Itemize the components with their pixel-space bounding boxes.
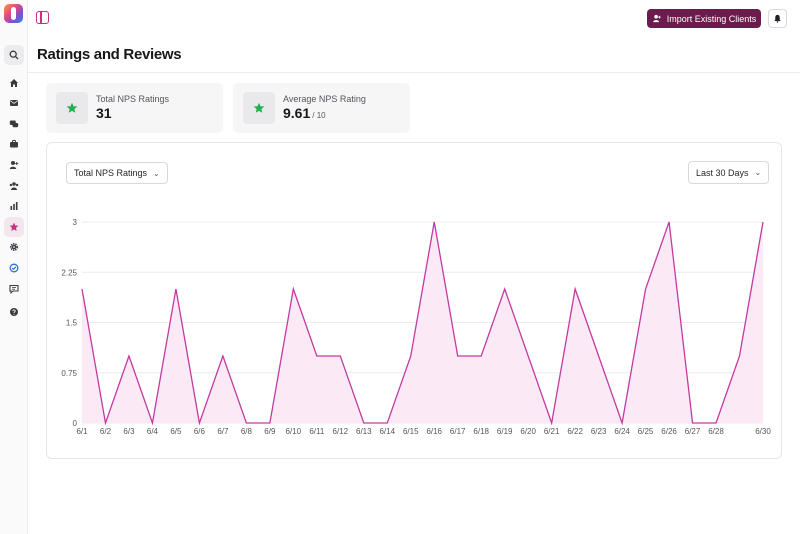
briefcase-icon	[10, 140, 18, 148]
sidebar-item-services[interactable]	[4, 134, 24, 154]
chat-bubbles-icon	[9, 120, 19, 128]
average-nps-rating-card: Average NPS Rating 9.61/ 10	[233, 83, 410, 133]
x-tick-label: 6/18	[473, 427, 489, 436]
x-tick-label: 6/20	[520, 427, 536, 436]
user-add-icon	[652, 14, 661, 23]
app-logo[interactable]	[4, 4, 23, 23]
sidebar	[0, 0, 28, 534]
star-icon	[253, 102, 265, 113]
x-tick-label: 6/30	[755, 427, 771, 436]
bar-chart-icon	[10, 202, 18, 210]
sidebar-item-settings[interactable]	[4, 237, 24, 257]
x-tick-label: 6/26	[661, 427, 677, 436]
x-tick-label: 6/4	[147, 427, 159, 436]
search-button[interactable]	[4, 45, 24, 65]
x-tick-label: 6/7	[217, 427, 229, 436]
import-existing-clients-button[interactable]: Import Existing Clients	[647, 9, 761, 28]
date-range-select[interactable]: Last 30 Days ⌄	[688, 161, 770, 184]
x-tick-label: 6/25	[638, 427, 654, 436]
sidebar-item-reports[interactable]	[4, 196, 24, 216]
y-tick-label: 3	[73, 218, 78, 227]
y-tick-label: 1.5	[66, 319, 78, 328]
search-icon	[9, 50, 19, 60]
gear-icon	[9, 242, 19, 252]
header-divider	[28, 72, 800, 73]
ratings-chart-panel: 0 0.75 1.5 2.25 3 6/1 6/2 6/3 6/4 6/5 6/6 6/7 6/8 6/9…	[46, 142, 782, 459]
total-nps-ratings-card: Total NPS Ratings 31	[46, 83, 223, 133]
help-icon	[10, 308, 18, 316]
sidebar-item-help[interactable]	[4, 302, 24, 322]
import-button-label: Import Existing Clients	[666, 13, 757, 24]
x-tick-label: 6/12	[333, 427, 349, 436]
sidebar-toggle-icon[interactable]	[36, 11, 49, 24]
series-line	[81, 221, 764, 426]
x-tick-label: 6/24	[614, 427, 630, 436]
x-tick-label: 6/8	[241, 427, 253, 436]
x-tick-label: 6/10	[286, 427, 302, 436]
sidebar-item-feedback[interactable]	[4, 279, 24, 299]
stat-icon-box	[56, 92, 88, 124]
star-icon	[66, 102, 78, 113]
notifications-button[interactable]	[768, 9, 787, 28]
chevron-down-icon: ⌄	[754, 168, 762, 177]
chevron-down-icon: ⌄	[153, 168, 160, 178]
metric-select[interactable]: Total NPS Ratings ⌄	[66, 162, 168, 184]
x-tick-label: 6/6	[194, 427, 206, 436]
x-tick-label: 6/11	[309, 427, 325, 436]
stat-value: 9.61/ 10	[283, 105, 326, 121]
x-tick-label: 6/5	[170, 427, 182, 436]
x-tick-label: 6/19	[497, 427, 513, 436]
sidebar-item-tasks[interactable]	[4, 258, 24, 278]
x-tick-label: 6/16	[426, 427, 442, 436]
sidebar-item-ratings[interactable]	[4, 217, 24, 237]
stat-label: Average NPS Rating	[283, 94, 366, 104]
sidebar-item-inbox[interactable]	[4, 93, 24, 113]
home-icon	[10, 79, 18, 87]
page-title: Ratings and Reviews	[37, 46, 182, 63]
date-range-select-value: Last 30 Days	[696, 167, 749, 178]
x-tick-label: 6/1	[76, 427, 88, 436]
sidebar-item-clients[interactable]	[4, 176, 24, 196]
x-tick-label: 6/21	[544, 427, 560, 436]
y-tick-label: 0	[73, 419, 78, 428]
check-circle-icon	[9, 263, 19, 273]
ratings-chart: 0 0.75 1.5 2.25 3 6/1 6/2 6/3 6/4 6/5 6/6 6/7 6/8 6/9…	[61, 218, 771, 436]
stat-label: Total NPS Ratings	[96, 94, 170, 104]
sidebar-item-contacts[interactable]	[4, 155, 24, 175]
average-value: 9.61	[283, 105, 311, 121]
stat-icon-box	[243, 92, 275, 124]
bell-icon	[774, 14, 781, 23]
x-tick-label: 6/15	[403, 427, 419, 436]
x-tick-label: 6/9	[264, 427, 276, 436]
x-tick-label: 6/3	[123, 427, 135, 436]
x-tick-label: 6/13	[356, 427, 372, 436]
x-tick-label: 6/17	[450, 427, 466, 436]
metric-select-value: Total NPS Ratings	[74, 168, 148, 178]
x-tick-label: 6/14	[379, 427, 395, 436]
stat-value: 31	[96, 105, 112, 121]
y-tick-label: 0.75	[61, 369, 77, 378]
series-area	[82, 222, 763, 423]
sidebar-item-conversations[interactable]	[4, 114, 24, 134]
user-add-icon	[9, 161, 19, 169]
top-bar: Import Existing Clients	[28, 0, 800, 36]
x-tick-label: 6/2	[100, 427, 112, 436]
average-suffix: / 10	[312, 111, 326, 120]
x-tick-label: 6/23	[591, 427, 607, 436]
sidebar-item-home[interactable]	[4, 73, 24, 93]
total-value: 31	[96, 105, 112, 121]
message-icon	[9, 284, 19, 294]
x-tick-label: 6/27	[685, 427, 701, 436]
star-icon	[9, 222, 19, 231]
mail-icon	[10, 100, 18, 106]
users-icon	[9, 182, 19, 190]
x-tick-label: 6/22	[567, 427, 583, 436]
x-tick-label: 6/28	[708, 427, 724, 436]
y-tick-label: 2.25	[61, 268, 77, 277]
